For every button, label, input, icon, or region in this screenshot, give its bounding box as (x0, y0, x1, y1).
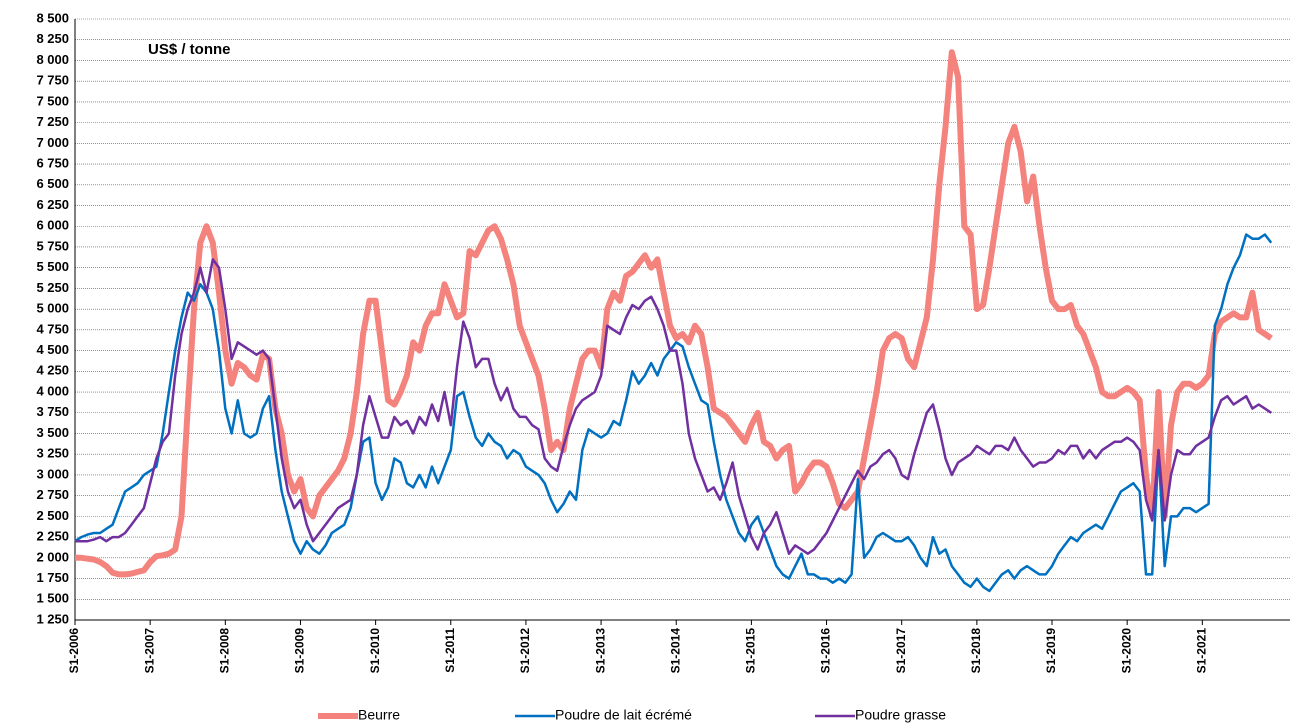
x-tick-label: S1-2014 (668, 628, 682, 674)
y-tick-label: 8 000 (36, 52, 69, 67)
y-tick-label: 5 000 (36, 301, 69, 316)
y-tick-label: 2 750 (36, 487, 69, 502)
legend-label: Poudre de lait écrémé (555, 707, 692, 723)
y-tick-label: 2 500 (36, 508, 69, 523)
x-tick-label: S1-2009 (293, 628, 307, 674)
legend-label: Poudre grasse (855, 707, 946, 723)
y-tick-label: 4 250 (36, 363, 69, 378)
y-tick-label: 3 250 (36, 446, 69, 461)
y-tick-label: 3 000 (36, 466, 69, 481)
y-tick-label: 7 250 (36, 114, 69, 129)
legend-label: Beurre (358, 707, 400, 723)
series-line (74, 233, 1273, 593)
x-tick-label: S1-2017 (894, 628, 908, 674)
y-tick-label: 2 250 (36, 529, 69, 544)
y-tick-label: 6 250 (36, 197, 69, 212)
y-tick-label: 3 750 (36, 404, 69, 419)
y-tick-label: 4 750 (36, 321, 69, 336)
x-tick-label: S1-2021 (1194, 628, 1208, 674)
x-tick-label: S1-2007 (142, 628, 156, 674)
y-tick-label: 1 500 (36, 591, 69, 606)
chart-title: US$ / tonne (148, 41, 231, 58)
y-tick-label: 4 500 (36, 342, 69, 357)
y-tick-label: 6 750 (36, 156, 69, 171)
x-tick-label: S1-2008 (217, 628, 231, 674)
series-line (75, 258, 1272, 555)
y-tick-label: 1 750 (36, 570, 69, 585)
x-tick-label: S1-2018 (969, 628, 983, 674)
x-tick-label: S1-2011 (443, 628, 457, 673)
y-tick-label: 6 500 (36, 176, 69, 191)
x-tick-label: S1-2010 (368, 628, 382, 674)
y-tick-label: 7 500 (36, 93, 69, 108)
x-tick-label: S1-2013 (593, 628, 607, 674)
x-tick-label: S1-2019 (1044, 628, 1058, 674)
x-tick-label: S1-2012 (518, 628, 532, 674)
y-tick-label: 7 000 (36, 135, 69, 150)
x-tick-label: S1-2015 (744, 628, 758, 674)
x-tick-label: S1-2006 (67, 628, 81, 674)
y-tick-label: 7 750 (36, 73, 69, 88)
y-tick-label: 5 750 (36, 238, 69, 253)
y-tick-label: 8 250 (36, 31, 69, 46)
y-tick-label: 8 500 (36, 10, 69, 25)
y-tick-label: 6 000 (36, 218, 69, 233)
x-tick-label: S1-2016 (819, 628, 833, 674)
x-tick-label: S1-2020 (1119, 628, 1133, 674)
y-tick-label: 2 000 (36, 549, 69, 564)
y-tick-label: 3 500 (36, 425, 69, 440)
y-tick-label: 1 250 (36, 611, 69, 626)
y-tick-label: 4 000 (36, 383, 69, 398)
y-tick-label: 5 500 (36, 259, 69, 274)
series-line (75, 49, 1273, 578)
y-tick-label: 5 250 (36, 280, 69, 295)
